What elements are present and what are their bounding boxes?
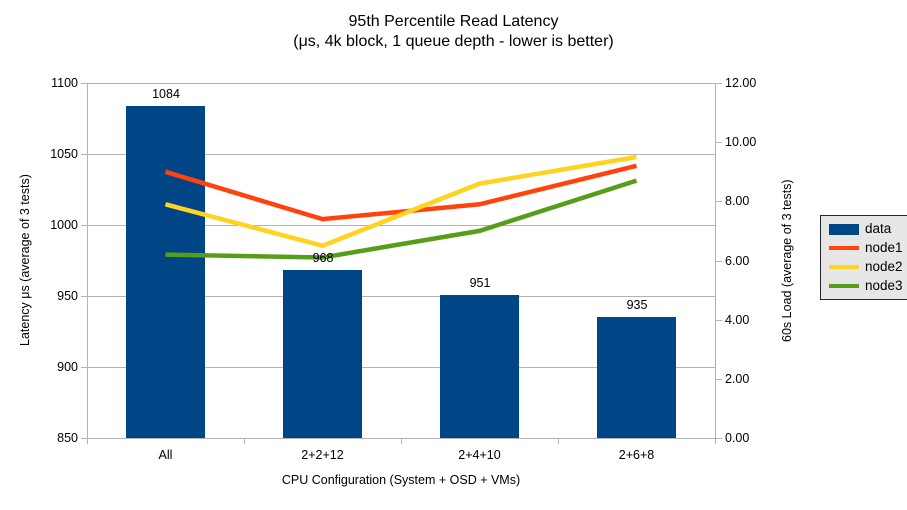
gridline: [87, 438, 715, 439]
gridline: [87, 225, 715, 226]
secondary-y-axis-tick-label: 0.00: [725, 431, 750, 445]
legend-label: node2: [865, 259, 903, 274]
legend-label: node1: [865, 240, 903, 255]
x-axis-tick-label: 2+2+12: [301, 448, 344, 462]
x-axis-tick-label: All: [158, 448, 173, 462]
secondary-y-axis-tick-label: 10.00: [725, 135, 757, 149]
y-axis-tick-label: 1100: [51, 76, 78, 90]
chart-title: 95th Percentile Read Latency: [348, 13, 559, 30]
secondary-y-axis-line: [715, 83, 716, 439]
bar-value-label: 968: [312, 251, 334, 265]
y-axis-tick-label: 900: [57, 360, 78, 374]
bar-value-label: 951: [469, 276, 491, 290]
gridline: [87, 154, 715, 155]
legend-label: data: [865, 221, 892, 236]
secondary-y-axis-tick: [715, 438, 722, 439]
bar: [126, 106, 205, 438]
secondary-y-axis-tick-label: 2.00: [725, 372, 750, 386]
bar-value-label: 1084: [152, 87, 180, 101]
secondary-y-axis-tick-label: 12.00: [725, 76, 757, 90]
secondary-y-axis-tick: [715, 320, 722, 321]
secondary-y-axis-tick: [715, 142, 722, 143]
chart-subtitle: (μs, 4k block, 1 queue depth - lower is …: [293, 33, 614, 50]
bar-value-label: 935: [626, 298, 648, 312]
y-axis-tick-label: 1000: [50, 218, 78, 232]
gridline: [87, 83, 715, 84]
secondary-y-axis-tick: [715, 201, 722, 202]
gridline: [87, 367, 715, 368]
x-axis-tick-label: 2+6+8: [618, 448, 655, 462]
bar: [283, 270, 362, 438]
secondary-y-axis-tick-label: 6.00: [725, 254, 750, 268]
legend-swatch-node3: [829, 284, 859, 288]
line-node3: [165, 178, 638, 260]
legend-item: node3: [829, 279, 903, 293]
right-axis-title: 60s Load (average of 3 tests): [780, 179, 794, 342]
line-node1: [164, 163, 638, 222]
gridline: [87, 296, 715, 297]
y-axis-tick-label: 1050: [50, 147, 78, 161]
left-axis-title: Latency μs (average of 3 tests): [18, 174, 32, 347]
y-axis-tick-label: 950: [57, 289, 78, 303]
secondary-y-axis-tick: [715, 379, 722, 380]
secondary-y-axis-tick-label: 8.00: [725, 194, 750, 208]
legend-item: data: [829, 222, 903, 236]
x-axis-tick-label: 2+4+10: [458, 448, 501, 462]
bar: [440, 295, 519, 438]
bar: [597, 317, 676, 438]
legend-swatch-node1: [829, 246, 859, 250]
y-axis-tick-label: 850: [57, 431, 78, 445]
legend-swatch-data: [829, 223, 859, 235]
secondary-y-axis-tick: [715, 83, 722, 84]
secondary-y-axis-tick: [715, 261, 722, 262]
line-series-layer: [164, 154, 638, 260]
legend: data node1 node2 node3: [820, 215, 907, 300]
plot-area: 1084 968 951 935: [87, 83, 715, 439]
x-axis-title: CPU Configuration (System + OSD + VMs): [281, 473, 521, 487]
legend-swatch-node2: [829, 265, 859, 269]
legend-label: node3: [865, 278, 903, 293]
legend-item: node2: [829, 260, 903, 274]
line-node2: [164, 154, 637, 249]
secondary-y-axis-tick-label: 4.00: [725, 313, 750, 327]
legend-item: node1: [829, 241, 903, 255]
x-axis-tick: [715, 438, 716, 444]
